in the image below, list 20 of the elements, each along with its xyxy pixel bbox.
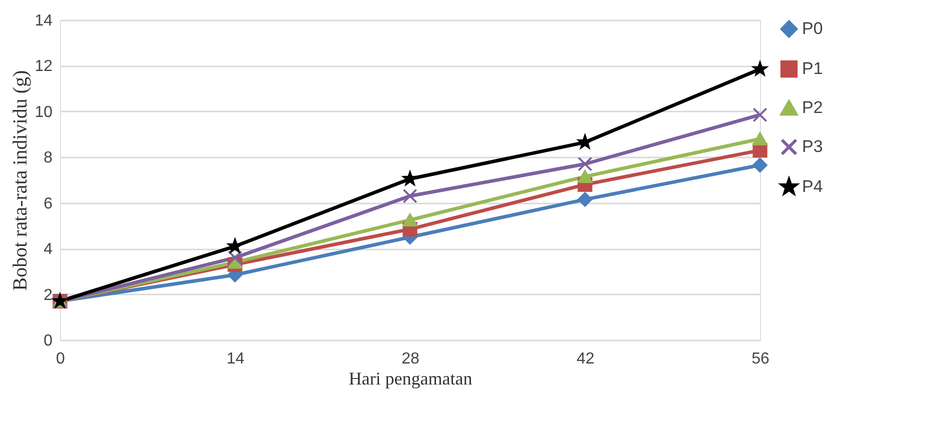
y-tick-label: 4 bbox=[44, 241, 53, 258]
y-tick-label: 8 bbox=[44, 150, 53, 167]
legend-label: P0 bbox=[802, 19, 823, 38]
legend-label: P3 bbox=[802, 137, 823, 156]
y-axis-title: Bobot rata-rata individu (g) bbox=[10, 70, 32, 291]
y-tick-label: 6 bbox=[44, 195, 53, 212]
x-axis-title: Hari pengamatan bbox=[348, 368, 472, 388]
y-tick-label: 0 bbox=[44, 332, 53, 350]
y-tick-label: 14 bbox=[34, 12, 53, 30]
y-tick-label: 10 bbox=[34, 104, 53, 121]
legend-label: P1 bbox=[802, 59, 823, 78]
legend-label: P4 bbox=[802, 177, 823, 196]
x-tick-label: 14 bbox=[226, 350, 244, 368]
legend-label: P2 bbox=[802, 98, 823, 117]
x-tick-label: 42 bbox=[576, 350, 594, 368]
x-tick-label: 0 bbox=[56, 350, 66, 368]
y-tick-label: 12 bbox=[34, 58, 53, 76]
x-tick-label: 56 bbox=[752, 350, 770, 368]
x-tick-label: 28 bbox=[402, 350, 420, 368]
y-tick-label: 2 bbox=[44, 286, 53, 304]
